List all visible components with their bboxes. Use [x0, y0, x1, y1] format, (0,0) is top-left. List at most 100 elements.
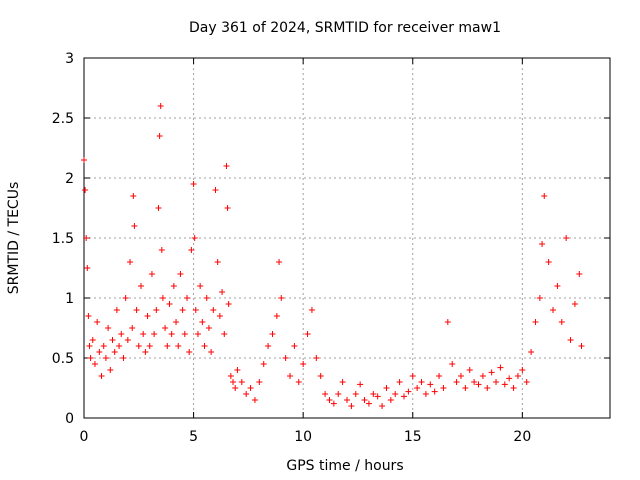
data-point [567, 337, 574, 343]
data-point [444, 319, 451, 325]
data-point [203, 295, 210, 301]
data-point [247, 385, 254, 391]
data-point [223, 163, 230, 169]
y-axis-label: SRMTID / TECUs [6, 182, 22, 295]
data-point [550, 307, 557, 313]
data-point [276, 259, 283, 265]
data-point [124, 337, 131, 343]
data-point [427, 381, 434, 388]
data-point [234, 367, 241, 373]
data-point [210, 307, 217, 313]
data-point [317, 373, 324, 379]
grid-lines [84, 58, 610, 418]
y-tick-label: 0 [65, 411, 74, 427]
data-point [554, 283, 561, 289]
data-point [162, 325, 169, 331]
data-point [260, 361, 267, 367]
data-point [158, 247, 165, 253]
data-point [457, 373, 464, 379]
data-point [184, 295, 191, 301]
data-point [326, 397, 333, 403]
data-point [201, 343, 208, 349]
data-point [291, 343, 298, 349]
data-point [501, 381, 508, 388]
data-point [383, 385, 390, 391]
data-point [173, 319, 180, 325]
data-point [170, 283, 177, 289]
data-point [208, 349, 215, 355]
data-point [146, 343, 153, 349]
data-point [488, 369, 495, 376]
data-point [179, 307, 186, 313]
x-tick-label: 5 [189, 429, 198, 445]
y-tick-label: 1.5 [52, 231, 74, 247]
data-point [82, 187, 89, 193]
data-point [188, 247, 195, 253]
data-point [199, 319, 206, 325]
data-point [127, 259, 134, 265]
data-point [102, 355, 109, 361]
data-point [409, 373, 416, 379]
data-point [519, 367, 526, 373]
data-point [449, 361, 456, 367]
data-point [232, 385, 239, 391]
data-point [107, 367, 114, 373]
data-point [304, 331, 311, 337]
data-point [313, 355, 320, 361]
y-tick-label: 2.5 [52, 111, 74, 127]
data-point [539, 241, 546, 247]
data-point [85, 313, 92, 319]
data-point [205, 325, 212, 331]
data-point [510, 385, 517, 391]
data-point [471, 379, 478, 385]
data-point [400, 393, 407, 400]
data-point [166, 301, 173, 307]
data-point [453, 379, 460, 385]
data-point [278, 295, 285, 301]
data-point [506, 375, 513, 382]
data-point [177, 271, 184, 277]
data-point [523, 379, 530, 385]
data-point [144, 313, 151, 319]
data-point [578, 343, 585, 349]
data-point [475, 381, 482, 388]
data-point [168, 331, 175, 337]
data-point [370, 391, 377, 397]
data-point [214, 259, 221, 265]
data-point [571, 301, 578, 307]
data-point [352, 391, 359, 397]
data-point [269, 331, 276, 337]
data-point [111, 349, 118, 355]
data-point [197, 283, 204, 289]
data-point [91, 361, 98, 367]
data-point [265, 343, 272, 349]
data-point [113, 307, 120, 313]
data-point [348, 403, 355, 409]
data-point [212, 187, 219, 193]
data-point [155, 205, 162, 211]
data-point [493, 379, 500, 385]
data-point [238, 379, 245, 385]
data-point [135, 343, 142, 349]
data-point [405, 388, 412, 395]
data-point [422, 391, 429, 397]
data-point [219, 289, 226, 295]
data-point [558, 319, 565, 325]
data-point [181, 331, 188, 337]
data-point [418, 379, 425, 385]
data-point [576, 271, 583, 277]
data-point [151, 331, 158, 337]
data-point [414, 385, 421, 391]
data-point [287, 373, 294, 379]
data-point [100, 343, 107, 349]
data-point [118, 331, 125, 337]
data-point [164, 343, 171, 349]
data-point [361, 397, 368, 403]
data-point [357, 381, 364, 388]
data-point [379, 403, 386, 409]
data-point [541, 193, 548, 199]
data-point [532, 319, 539, 325]
data-point [105, 325, 112, 331]
data-point [225, 301, 232, 307]
y-tick-label: 1 [65, 291, 74, 307]
